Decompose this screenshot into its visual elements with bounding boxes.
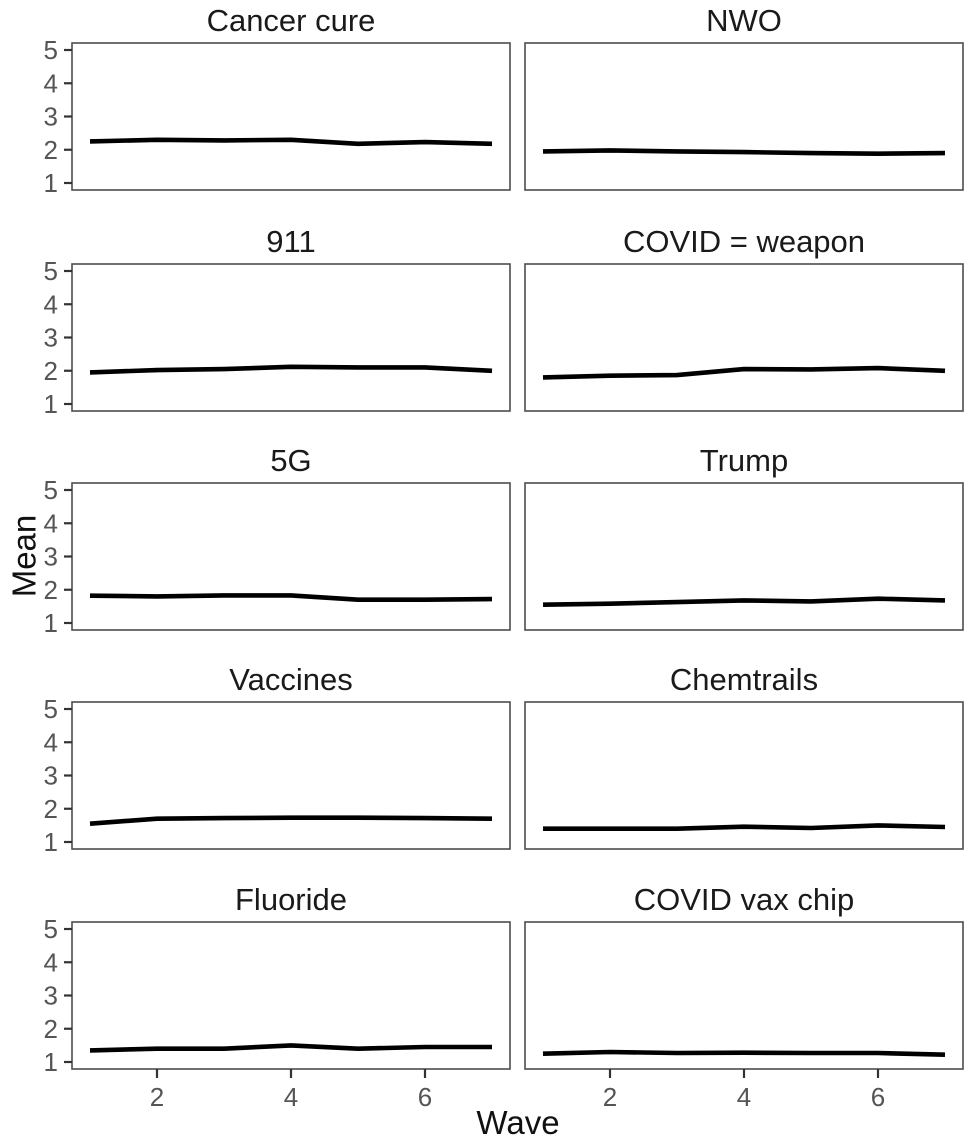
data-line bbox=[542, 1049, 946, 1057]
y-tick-label: 1 bbox=[44, 1047, 58, 1077]
data-line bbox=[89, 364, 493, 375]
panel-border bbox=[524, 42, 964, 191]
data-line bbox=[89, 815, 493, 826]
y-tick-label: 2 bbox=[44, 135, 58, 165]
panel-border bbox=[71, 482, 511, 631]
x-tick-label: 4 bbox=[284, 1082, 298, 1112]
facet-title: COVID = weapon bbox=[623, 224, 865, 259]
data-line bbox=[542, 148, 946, 156]
facet-panel: Trump bbox=[524, 443, 964, 631]
y-tick-label: 5 bbox=[44, 914, 58, 944]
data-line bbox=[89, 137, 493, 147]
facet-panel: 5G 123 45 bbox=[44, 443, 511, 638]
y-tick-label: 4 bbox=[44, 727, 58, 757]
facet-title: Trump bbox=[700, 443, 788, 478]
facet-title: NWO bbox=[706, 3, 782, 38]
y-tick-label: 2 bbox=[44, 575, 58, 605]
x-tick-label: 2 bbox=[603, 1082, 617, 1112]
facet-panel: NWO bbox=[524, 3, 964, 191]
panel-border bbox=[524, 263, 964, 412]
y-tick-label: 3 bbox=[44, 981, 58, 1011]
y-tick-label: 2 bbox=[44, 794, 58, 824]
facet-title: Vaccines bbox=[229, 662, 353, 697]
y-tick-label: 1 bbox=[44, 608, 58, 638]
facet-title: 5G bbox=[270, 443, 311, 478]
facet-panel: 911 123 45 bbox=[44, 224, 511, 419]
y-tick-label: 4 bbox=[44, 68, 58, 98]
facet-title: 911 bbox=[266, 224, 315, 259]
panel-border bbox=[524, 482, 964, 631]
data-line bbox=[543, 823, 946, 832]
y-axis-title: Mean bbox=[5, 514, 43, 598]
facet-panel: Cancer cure 123 45 bbox=[44, 3, 511, 198]
y-tick-label: 3 bbox=[44, 542, 58, 572]
data-line bbox=[89, 1043, 492, 1053]
data-line bbox=[542, 365, 946, 380]
y-tick-label: 2 bbox=[44, 1014, 58, 1044]
facet-title: Fluoride bbox=[235, 882, 347, 917]
facet-panel: COVID = weapon bbox=[524, 224, 964, 412]
data-line bbox=[542, 596, 946, 607]
panel-border bbox=[71, 42, 511, 191]
facet-panel: Vaccines 123 45 bbox=[44, 662, 511, 857]
x-tick-label: 4 bbox=[737, 1082, 751, 1112]
facet-panel: COVID vax chip 2 4 6 bbox=[524, 882, 964, 1112]
y-tick-label: 4 bbox=[44, 947, 58, 977]
panel-border bbox=[71, 263, 511, 412]
panel-border bbox=[524, 921, 964, 1070]
y-tick-label: 1 bbox=[44, 827, 58, 857]
panel-border bbox=[71, 701, 511, 850]
y-tick-label: 2 bbox=[44, 356, 58, 386]
data-line bbox=[89, 593, 493, 603]
y-tick-label: 5 bbox=[44, 475, 58, 505]
y-tick-label: 1 bbox=[44, 389, 58, 419]
y-tick-label: 1 bbox=[44, 168, 58, 198]
facet-title: Cancer cure bbox=[207, 3, 376, 38]
x-axis-title: Wave bbox=[476, 1104, 560, 1141]
x-tick-label: 6 bbox=[871, 1082, 885, 1112]
y-tick-label: 4 bbox=[44, 508, 58, 538]
facet-title: Chemtrails bbox=[670, 662, 818, 697]
y-tick-label: 5 bbox=[44, 35, 58, 65]
y-tick-label: 4 bbox=[44, 289, 58, 319]
x-tick-label: 2 bbox=[150, 1082, 164, 1112]
y-tick-label: 3 bbox=[44, 761, 58, 791]
facet-title: COVID vax chip bbox=[634, 882, 855, 917]
y-tick-label: 5 bbox=[44, 694, 58, 724]
y-tick-label: 5 bbox=[44, 256, 58, 286]
facet-panel: Chemtrails bbox=[524, 662, 964, 850]
y-tick-label: 3 bbox=[44, 323, 58, 353]
x-tick-label: 6 bbox=[418, 1082, 432, 1112]
y-tick-label: 3 bbox=[44, 102, 58, 132]
